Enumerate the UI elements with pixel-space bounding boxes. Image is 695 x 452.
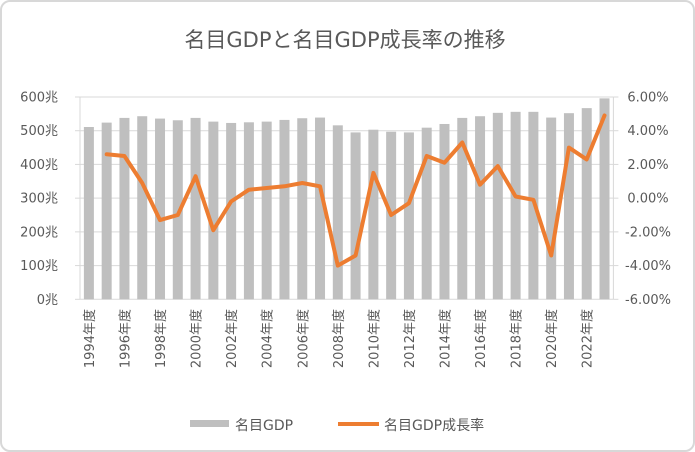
x-axis-tick-label: 2016年度 <box>473 309 489 368</box>
gdp-bar <box>350 132 361 300</box>
left-axis-tick-label: 0兆 <box>37 293 58 308</box>
chart-title: 名目GDPと名目GDP成長率の推移 <box>184 28 505 52</box>
gdp-bar <box>492 112 503 300</box>
gdp-bar <box>137 116 148 300</box>
gdp-bar <box>510 111 521 300</box>
right-axis-tick-label: -6.00% <box>625 293 671 308</box>
gdp-bar <box>368 129 379 300</box>
legend: 名目GDP 名目GDP成長率 <box>190 417 484 434</box>
gdp-bar <box>243 122 254 300</box>
right-axis-tick-label: 4.00% <box>627 124 668 139</box>
gdp-bar <box>581 108 592 300</box>
gdp-bar <box>190 117 201 300</box>
right-axis-tick-label: 6.00% <box>627 91 668 106</box>
legend-bar-label: 名目GDP <box>235 418 293 434</box>
x-axis-tick-label: 2020年度 <box>544 309 560 368</box>
left-axis-tick-label: 400兆 <box>20 158 58 173</box>
x-axis-tick-label: 2018年度 <box>509 309 525 368</box>
x-axis-tick-label: 2010年度 <box>366 309 382 368</box>
x-axis-tick-label: 2004年度 <box>260 309 276 368</box>
legend-bar-swatch <box>190 420 229 427</box>
gdp-bar <box>546 117 557 300</box>
gridlines <box>80 96 614 300</box>
x-axis-tick-label: 2014年度 <box>437 309 453 368</box>
gdp-bar <box>421 127 432 300</box>
gdp-bar <box>297 118 308 300</box>
gdp-bar <box>101 122 112 300</box>
right-axis-labels: -6.00% -4.00% -2.00% 0.00% 2.00% 4.00% 6.00% <box>625 91 671 308</box>
gdp-bar <box>599 98 610 300</box>
left-axis-tick-label: 200兆 <box>20 225 58 240</box>
left-axis-tick-label: 600兆 <box>20 91 58 106</box>
x-axis-tick-label: 2000年度 <box>189 309 205 368</box>
axis-lines <box>75 96 619 300</box>
right-axis-tick-label: -4.00% <box>625 259 671 274</box>
right-axis-tick-label: 2.00% <box>627 158 668 173</box>
gdp-bar <box>261 121 272 300</box>
left-axis-labels: 0兆 100兆 200兆 300兆 400兆 500兆 600兆 <box>20 91 58 308</box>
x-axis-tick-label: 2012年度 <box>402 309 418 368</box>
x-axis-tick-label: 1994年度 <box>82 309 98 368</box>
gdp-bar <box>315 117 326 300</box>
right-axis-tick-label: -2.00% <box>625 225 671 240</box>
gdp-bar <box>155 118 166 300</box>
gdp-bar <box>332 125 343 300</box>
right-axis-tick-label: 0.00% <box>627 192 668 207</box>
gdp-bar <box>563 113 574 300</box>
gdp-bar <box>457 117 468 300</box>
x-axis-tick-label: 2002年度 <box>224 309 240 368</box>
x-axis-tick-label: 1998年度 <box>153 309 169 368</box>
gdp-bar <box>279 119 290 300</box>
gdp-bar <box>403 132 414 300</box>
gdp-bar <box>172 120 183 300</box>
x-axis-tick-label: 2008年度 <box>331 309 347 368</box>
x-axis-tick-label: 2006年度 <box>295 309 311 368</box>
gdp-bar <box>226 122 237 300</box>
left-axis-tick-label: 100兆 <box>20 259 58 274</box>
gdp-bar <box>119 117 130 300</box>
left-axis-tick-label: 500兆 <box>20 124 58 139</box>
gdp-bar <box>208 121 219 300</box>
legend-line-label: 名目GDP成長率 <box>384 417 484 434</box>
x-axis-tick-label: 1996年度 <box>117 309 133 368</box>
growth-rate-line <box>104 113 607 268</box>
gdp-bar <box>475 116 486 300</box>
growth-line-series <box>104 113 607 268</box>
x-axis-tick-label: 2022年度 <box>580 309 596 368</box>
gdp-bar <box>439 123 450 300</box>
left-axis-tick-label: 300兆 <box>20 192 58 207</box>
gdp-bar <box>83 127 94 300</box>
x-axis-labels: 1994年度 1996年度 1998年度 2000年度 2002年度 2004年度 2006… <box>82 309 596 368</box>
